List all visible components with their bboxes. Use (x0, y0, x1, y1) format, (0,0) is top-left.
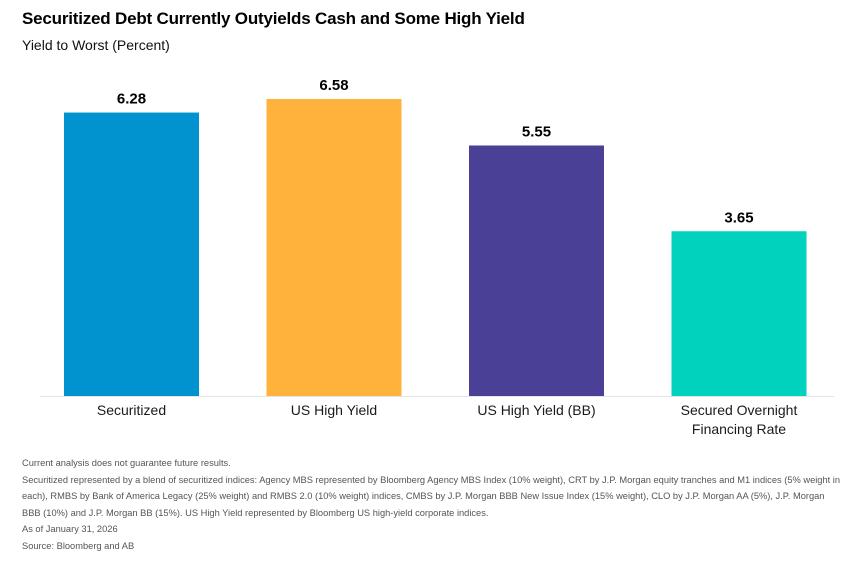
as-of-date: As of January 31, 2026 (22, 524, 118, 534)
value-label-2: 5.55 (522, 123, 551, 140)
bar-1 (266, 99, 402, 396)
category-label-3-line-1: Financing Rate (692, 421, 786, 437)
footnotes: Current analysis does not guarantee futu… (22, 455, 842, 554)
value-label-1: 6.58 (319, 77, 348, 94)
bar-0 (64, 112, 199, 397)
disclaimer-note: Current analysis does not guarantee futu… (22, 458, 231, 468)
value-label-0: 6.28 (117, 91, 146, 108)
category-label-0: Securitized (97, 402, 166, 418)
bar-3 (671, 231, 807, 396)
chart-title: Securitized Debt Currently Outyields Cas… (22, 9, 525, 28)
category-label-2: US High Yield (BB) (477, 402, 595, 418)
chart-subtitle: Yield to Worst (Percent) (22, 37, 170, 53)
bar-chart: 6.28 Securitized 6.58 US High Yield 5.55 US H… (40, 77, 834, 437)
source-note: Source: Bloomberg and AB (22, 540, 135, 551)
bar-2 (469, 145, 604, 396)
category-label-1: US High Yield (291, 402, 377, 418)
composition-note: Securitized represented by a blend of se… (22, 474, 841, 518)
value-label-3: 3.65 (724, 209, 753, 226)
category-label-3-line-0: Secured Overnight (681, 402, 798, 418)
